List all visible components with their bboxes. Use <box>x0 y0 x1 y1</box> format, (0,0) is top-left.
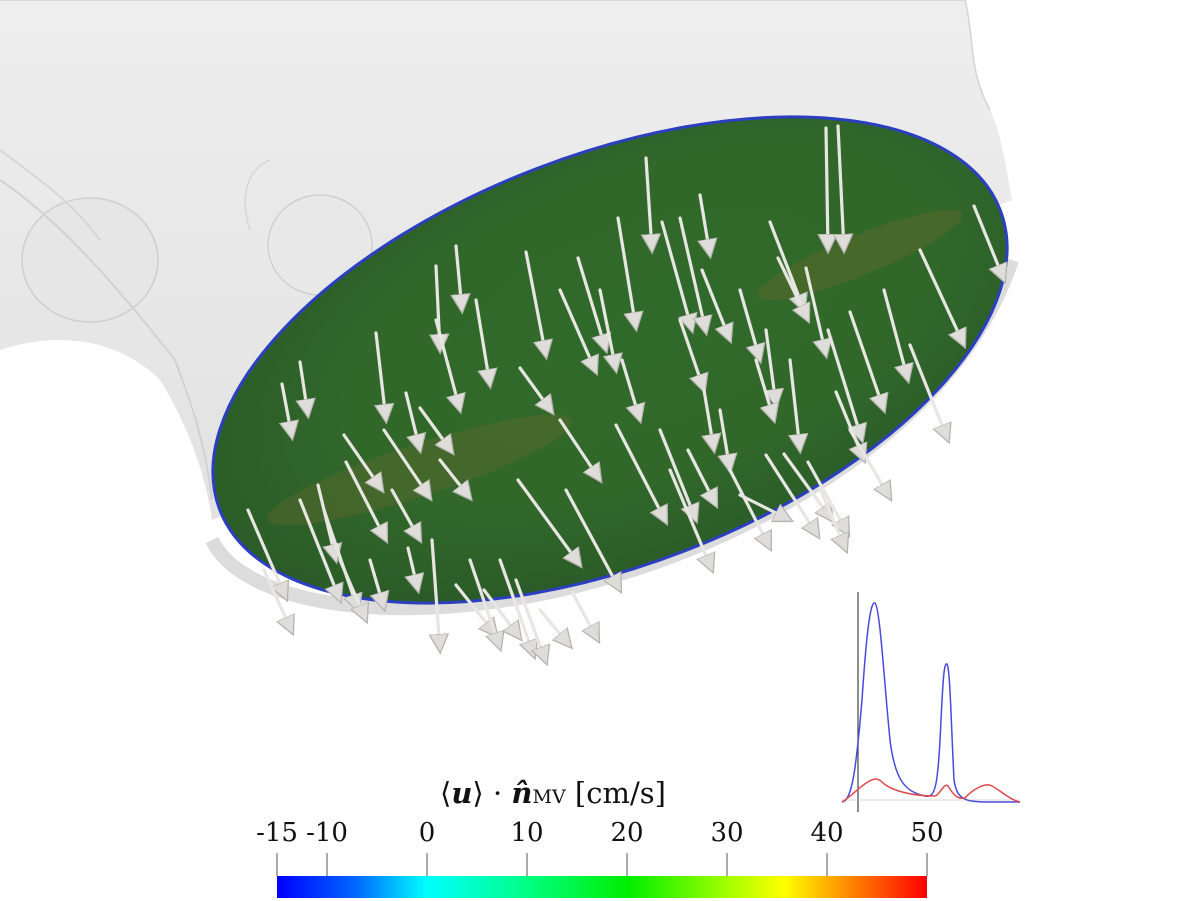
colorbar-title: ⟨u⟩ · n̂MV [cm/s] <box>440 776 760 810</box>
inset-red-curve <box>841 778 1021 803</box>
colorbar-tick-label: -15 <box>256 818 298 848</box>
title-rangle: ⟩ <box>472 776 484 810</box>
velocity-arrow <box>382 428 430 498</box>
velocity-arrow <box>738 493 790 520</box>
velocity-arrow <box>766 328 776 405</box>
colorbar-tick-label: 10 <box>510 818 544 848</box>
velocity-arrow <box>782 452 832 520</box>
velocity-arrow <box>616 216 636 328</box>
velocity-arrow <box>368 558 384 608</box>
velocity-arrow <box>738 288 760 360</box>
velocity-arrow <box>338 558 366 620</box>
velocity-arrow <box>620 358 640 420</box>
velocity-arrow <box>408 546 418 590</box>
velocity-arrow <box>686 448 716 505</box>
velocity-arrow <box>754 358 774 420</box>
velocity-arrow <box>404 391 420 450</box>
velocity-arrow <box>818 486 846 550</box>
velocity-arrow <box>972 204 1004 280</box>
velocity-arrow <box>454 583 496 635</box>
velocity-arrow <box>700 193 710 255</box>
velocity-arrow <box>300 360 308 415</box>
velocity-arrow <box>700 268 730 340</box>
velocity-arrow <box>826 328 862 440</box>
velocity-arrow <box>570 590 598 640</box>
velocity-arrow <box>342 433 382 490</box>
velocity-arrow <box>564 488 620 590</box>
velocity-arrow <box>804 266 826 355</box>
velocity-arrows <box>246 124 1004 662</box>
velocity-arrow <box>246 508 286 598</box>
title-u: u <box>451 776 473 810</box>
velocity-arrow <box>720 408 730 470</box>
velocity-arrow <box>668 468 712 570</box>
colorbar-tick-label: 30 <box>710 818 744 848</box>
velocity-arrow <box>660 220 692 330</box>
velocity-arrow <box>576 256 606 350</box>
velocity-arrow <box>262 568 292 632</box>
velocity-arrow <box>438 458 470 498</box>
velocity-arrow <box>764 453 818 536</box>
velocity-arrow <box>918 248 964 345</box>
colorbar <box>276 853 928 898</box>
velocity-arrow <box>298 498 340 600</box>
velocity-arrow <box>456 244 462 310</box>
velocity-arrow <box>468 558 500 648</box>
velocity-arrow <box>704 388 714 450</box>
title-n: n̂ <box>511 776 533 810</box>
colorbar-tick-label: -10 <box>306 818 348 848</box>
velocity-arrow <box>776 256 808 320</box>
velocity-arrow <box>418 406 452 452</box>
colorbar-tick-label: 20 <box>610 818 644 848</box>
velocity-arrow <box>848 428 890 498</box>
velocity-arrow <box>390 488 420 540</box>
velocity-arrow <box>344 460 386 540</box>
velocity-arrow <box>538 608 570 646</box>
colorbar-ticks <box>276 853 928 876</box>
colorbar-tick-label: 50 <box>910 818 944 848</box>
velocity-arrow <box>838 124 844 250</box>
velocity-arrow <box>474 298 490 385</box>
velocity-arrow <box>558 418 600 480</box>
title-unit: [cm/s] <box>574 776 666 810</box>
velocity-arrow <box>806 460 848 534</box>
velocity-arrow <box>434 318 460 410</box>
velocity-arrow <box>728 468 770 548</box>
velocity-arrow <box>848 310 884 410</box>
velocity-arrow <box>524 250 546 356</box>
velocity-arrow <box>514 578 546 662</box>
velocity-arrow <box>432 538 440 650</box>
velocity-arrow <box>598 288 616 370</box>
velocity-arrow <box>768 220 804 310</box>
velocity-arrow <box>482 588 520 638</box>
velocity-arrow <box>516 478 580 565</box>
velocity-arrow <box>882 288 908 380</box>
velocity-arrow <box>678 216 706 332</box>
velocity-arrow <box>376 331 386 420</box>
velocity-arrow <box>658 428 696 520</box>
velocity-arrow <box>826 126 828 250</box>
title-langle: ⟨ <box>440 776 452 810</box>
colorbar-tick-label: 0 <box>418 818 436 848</box>
velocity-arrow <box>614 423 666 522</box>
velocity-arrow <box>678 318 704 390</box>
velocity-arrow <box>518 366 552 412</box>
colorbar-tick-label: 40 <box>810 818 844 848</box>
velocity-arrow <box>282 382 292 437</box>
inset-blue-curve <box>841 602 1020 803</box>
velocity-arrow <box>558 288 596 372</box>
velocity-arrow <box>498 558 534 656</box>
title-subscript: MV <box>532 786 566 808</box>
velocity-arrow <box>908 343 948 440</box>
velocity-arrow <box>790 358 800 450</box>
colorbar-gradient <box>277 876 927 898</box>
velocity-arrow <box>646 156 652 250</box>
title-dot: · <box>492 776 503 810</box>
inset-flow-plot <box>841 592 1021 812</box>
